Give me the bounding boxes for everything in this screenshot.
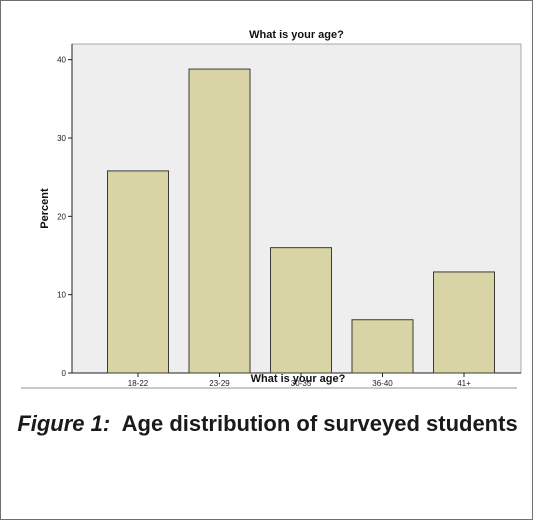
chart-title: What is your age? <box>249 29 344 41</box>
x-tick-label: 23-29 <box>209 379 230 388</box>
y-axis-label: Percent <box>39 188 51 229</box>
figure-caption: Figure 1: Age distribution of surveyed s… <box>1 405 534 443</box>
x-tick-label: 36-40 <box>372 379 393 388</box>
y-tick-label: 30 <box>57 134 66 143</box>
x-tick-label: 18-22 <box>128 379 149 388</box>
y-tick-label: 40 <box>57 56 66 65</box>
y-tick-label: 0 <box>62 369 67 378</box>
bar-23-29 <box>188 68 251 374</box>
bar-36-40 <box>351 319 414 374</box>
caption-text: Age distribution of surveyed students <box>121 411 518 436</box>
y-tick-label: 20 <box>57 212 66 221</box>
bar-chart: What is your age? 0 10 20 30 40 Percent 18-22 23… <box>39 29 522 388</box>
bar-18-22 <box>107 170 169 374</box>
bar-41+ <box>433 271 495 374</box>
y-tick-label: 10 <box>57 291 66 300</box>
separator-line <box>21 387 517 389</box>
x-axis-label: What is your age? <box>251 373 346 385</box>
caption-label: Figure 1: <box>17 411 111 436</box>
x-tick-label: 41+ <box>457 379 471 388</box>
x-tick-label: 30-35 <box>291 379 312 388</box>
bar-30-35 <box>270 247 332 374</box>
